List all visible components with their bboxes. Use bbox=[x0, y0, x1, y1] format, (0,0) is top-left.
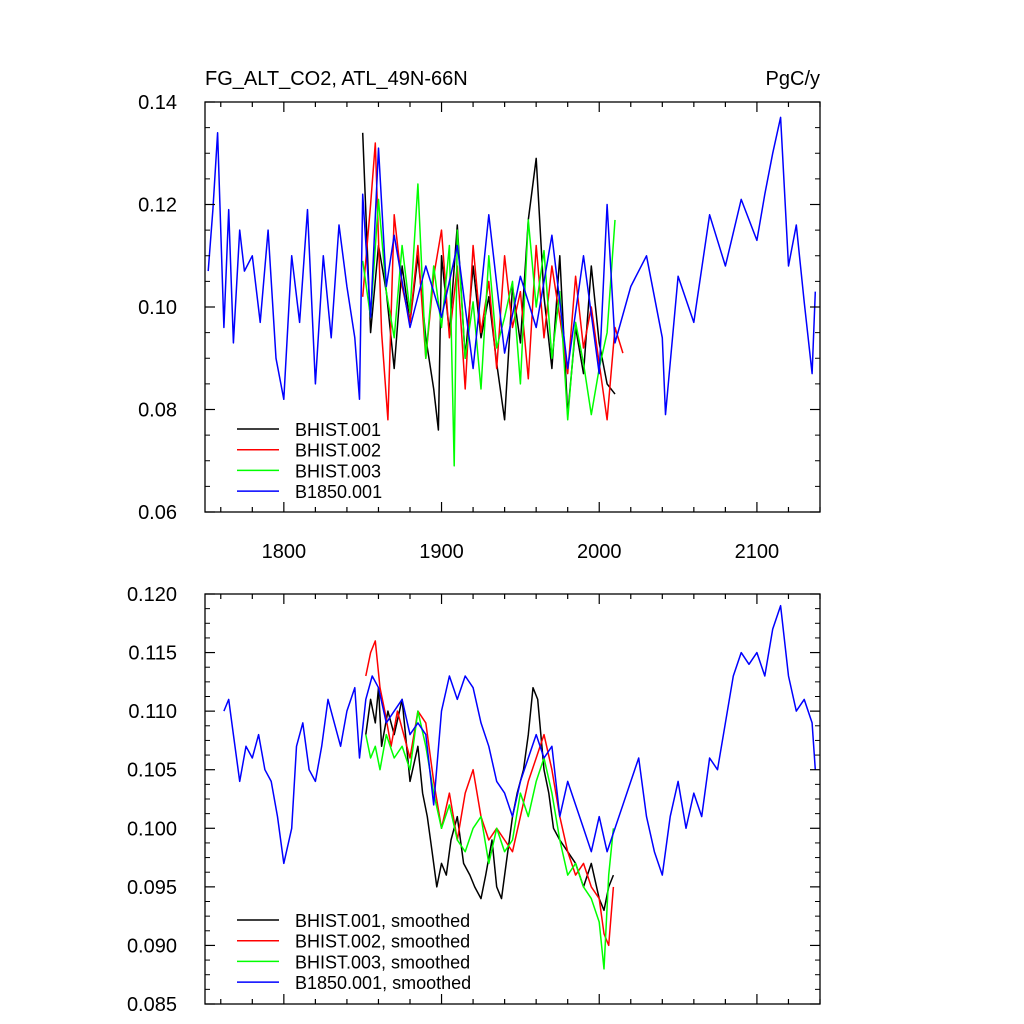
series-line-smoothed-2 bbox=[365, 640, 615, 947]
y-tick-label: 0.12 bbox=[138, 195, 177, 217]
series-line-4 bbox=[207, 116, 817, 416]
x-tick-label: 2000 bbox=[577, 541, 622, 563]
smoothed-panel: 0.085 0.090 0.095 0.100 0.105 0.110 0.115 0.120… bbox=[127, 584, 821, 1016]
legend-label: BHIST.002 bbox=[295, 441, 381, 461]
y-tick-label: 0.10 bbox=[138, 297, 177, 319]
x-tick-label: 1800 bbox=[262, 541, 307, 563]
y-tick-label: 0.105 bbox=[127, 760, 177, 782]
legend-label: BHIST.001, smoothed bbox=[295, 911, 470, 931]
y-tick-label: 0.06 bbox=[138, 502, 177, 524]
x-tick-label: 2100 bbox=[735, 541, 780, 563]
series-line-smoothed-1 bbox=[365, 686, 615, 912]
legend-label: BHIST.003 bbox=[295, 461, 381, 481]
y-tick-label: 0.110 bbox=[128, 701, 177, 723]
y-tick-label: 0.14 bbox=[138, 92, 177, 114]
legend-label: BHIST.001 bbox=[295, 420, 381, 440]
y-tick-label: 0.085 bbox=[127, 994, 177, 1016]
y-tick-label: 0.090 bbox=[127, 935, 177, 957]
y-tick-label: 0.08 bbox=[138, 400, 177, 422]
legend-label: BHIST.003, smoothed bbox=[295, 952, 470, 972]
chart-title: FG_ALT_CO2, ATL_49N-66N bbox=[205, 68, 468, 90]
y-tick-label: 0.095 bbox=[127, 877, 177, 899]
series-line-3 bbox=[361, 183, 616, 467]
legend-label: BHIST.002, smoothed bbox=[295, 932, 470, 952]
legend-label: B1850.001, smoothed bbox=[295, 973, 471, 993]
legend-label: B1850.001 bbox=[295, 482, 382, 502]
series-line-smoothed-4 bbox=[223, 604, 817, 876]
annual-panel: 0.06 0.08 0.10 0.12 0.14 1800 1900 2000 2100 BHIS… bbox=[138, 92, 821, 563]
series-line-smoothed-3 bbox=[365, 710, 615, 970]
y-tick-label: 0.115 bbox=[128, 643, 177, 665]
y-tick-label: 0.120 bbox=[127, 584, 177, 606]
units-label: PgC/y bbox=[766, 68, 820, 90]
y-tick-label: 0.100 bbox=[127, 818, 177, 840]
x-tick-label: 1900 bbox=[419, 541, 464, 563]
